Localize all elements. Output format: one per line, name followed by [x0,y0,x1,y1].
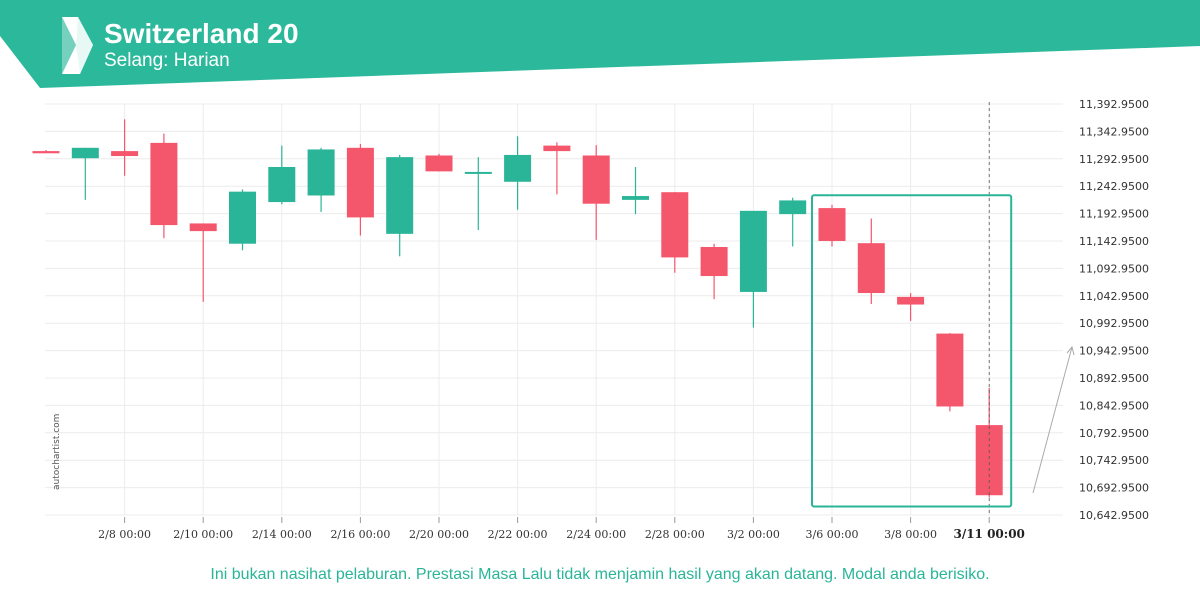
candle [71,147,99,200]
y-tick-label: 11,042.9500 [1079,290,1149,303]
projection-arrowhead [1066,345,1075,356]
header-background [0,0,1200,88]
candle-layer [32,119,1003,498]
pattern-highlight-box [811,194,1013,508]
candle [32,150,60,154]
grid-layer [45,103,1063,516]
candle-body [700,247,728,277]
candle [464,157,492,231]
candle-body [111,151,139,157]
y-tick-label: 10,742.9500 [1079,454,1149,467]
candle-body [975,425,1003,496]
candle [739,210,767,328]
y-tick-label: 11,192.9500 [1079,208,1149,221]
candle [857,218,885,304]
candle [543,142,571,195]
x-tick-label: 2/16 00:00 [330,528,390,541]
candle-body [268,166,296,203]
candle [975,387,1003,498]
candle [818,204,846,247]
instrument-title: Switzerland 20 [104,18,299,49]
candle [661,192,689,273]
y-tick-label: 11,092.9500 [1079,262,1149,275]
candle-body [779,200,807,215]
header-band [0,0,1200,88]
y-tick-label: 10,842.9500 [1079,399,1149,412]
x-tick-label: 3/6 00:00 [806,528,859,541]
candle-body [189,223,217,232]
y-tick-label: 10,792.9500 [1079,427,1149,440]
candle-body [739,210,767,292]
header-banner: Switzerland 20 Selang: Harian [0,0,1200,90]
y-tick-label: 11,342.9500 [1079,125,1149,138]
y-tick-label: 10,942.9500 [1079,345,1149,358]
x-tick-label: 2/22 00:00 [488,528,548,541]
candle-body [346,147,374,218]
candle-body [150,142,178,226]
x-axis: 2/8 00:00 2/10 00:00 2/14 00:00 2/16 00:00 2… [98,517,1025,541]
candle-body [936,333,964,407]
x-tick-label: 2/14 00:00 [252,528,312,541]
candle [229,189,256,251]
autochartist-logo-icon [62,17,93,74]
y-tick-label: 11,242.9500 [1079,180,1149,193]
candle [504,136,532,210]
candle-body [71,147,99,159]
candle [897,293,925,321]
candle [346,143,374,236]
watermark-text: autochartist.com [52,413,62,490]
candle [936,333,964,412]
candle-body [386,157,414,234]
candle-body [543,145,571,152]
candle [307,147,335,212]
y-tick-label: 10,992.9500 [1079,317,1149,330]
candle [386,154,414,257]
candle-body [857,243,885,294]
y-axis: 11,392.9500 11,342.9500 11,292.9500 11,242.… [1079,98,1149,522]
candle-body [582,155,610,204]
candle [582,145,610,240]
disclaimer-text: Ini bukan nasihat pelaburan. Prestasi Ma… [210,566,990,583]
x-tick-label: 2/24 00:00 [566,528,626,541]
candle [425,153,453,172]
x-tick-label: 2/10 00:00 [173,528,233,541]
y-tick-label: 11,392.9500 [1079,98,1149,111]
y-tick-label: 10,892.9500 [1079,372,1149,385]
candle [268,145,296,205]
y-tick-label: 10,642.9500 [1079,509,1149,522]
candle [111,119,139,176]
candle [700,243,728,300]
candle-body [504,154,532,182]
candle [189,223,217,302]
projection-arrow [1032,346,1073,494]
y-tick-label: 11,142.9500 [1079,235,1149,248]
candle [622,166,649,215]
candle-body [818,208,846,241]
candle-body [661,192,689,258]
candle-body [622,196,649,200]
candle-body [897,296,925,305]
interval-subtitle: Selang: Harian [104,50,230,71]
overlay-layer [811,102,1075,515]
x-tick-label: 2/28 00:00 [645,528,705,541]
candle-body [464,171,492,174]
candle [150,133,178,239]
candle-body [32,151,60,154]
x-tick-label: 3/11 00:00 [953,527,1024,541]
x-tick-label: 3/8 00:00 [884,528,937,541]
candle-body [229,191,256,244]
y-tick-label: 10,692.9500 [1079,482,1149,495]
candle-body [425,155,453,172]
x-tick-label: 3/2 00:00 [727,528,780,541]
y-tick-label: 11,292.9500 [1079,153,1149,166]
x-tick-label: 2/20 00:00 [409,528,469,541]
candle-body [307,149,335,196]
x-tick-label: 2/8 00:00 [98,528,151,541]
candle [779,197,807,247]
